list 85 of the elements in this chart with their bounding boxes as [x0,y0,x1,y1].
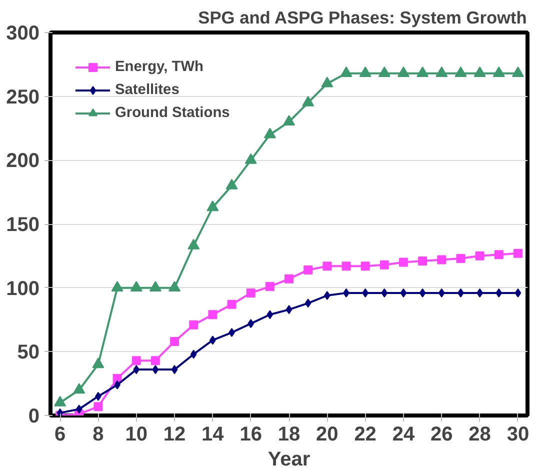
point [284,274,294,284]
point [246,288,256,298]
point [206,200,219,212]
x-tick-label: 12 [163,424,186,446]
point [438,288,445,298]
point [342,262,351,271]
point [380,260,389,270]
point [436,66,448,78]
point [512,66,524,78]
x-tick-label: 26 [430,424,453,446]
point [226,178,238,190]
y-tick-label: 150 [6,214,40,236]
x-axis-title: Year [268,448,310,470]
point [514,288,522,298]
point [496,288,502,298]
y-tick-label: 250 [6,86,40,108]
point [492,66,505,78]
point [302,96,314,106]
point [474,66,486,78]
x-tick-label: 30 [506,424,530,446]
point [360,262,370,271]
point [324,290,330,300]
x-tick-label: 22 [354,424,376,446]
point [340,66,352,78]
point [494,250,504,260]
point [397,66,410,78]
point [76,404,82,414]
point [170,336,180,346]
point [456,254,466,263]
point [286,305,292,314]
point [111,280,124,292]
x-tick-label: 28 [468,424,491,446]
x-tick-label: 6 [54,424,66,446]
x-tick-label: 24 [392,424,416,446]
point [171,365,178,374]
point [381,288,388,298]
point [265,282,274,292]
point [416,66,429,78]
point [304,298,312,308]
point [208,310,218,320]
y-tick-label: 100 [6,278,40,300]
point [513,248,522,258]
legend-label: Ground Stations [115,105,230,121]
point [248,319,254,328]
legend-label: Satellites [115,82,180,98]
legend-label: Energy, TWh [115,59,204,75]
point [283,115,295,126]
point [418,256,428,266]
point [400,288,407,298]
chart-title: SPG and ASPG Phases: System Growth [198,8,527,28]
x-tick-label: 16 [240,424,262,446]
point [150,356,160,366]
point [321,76,334,88]
point [132,356,141,366]
x-tick-label: 20 [316,424,338,446]
point [227,300,236,309]
point [133,365,140,374]
point [94,402,103,412]
point [419,288,426,298]
x-tick-label: 18 [278,424,300,446]
y-tick-label: 50 [17,342,40,364]
y-tick-label: 0 [28,406,40,428]
point [475,251,484,260]
y-tick-label: 300 [6,22,40,44]
point [130,280,142,292]
point [359,66,372,78]
point [149,280,162,292]
point [454,66,467,78]
point [168,280,181,292]
point [304,265,313,274]
point [244,153,257,164]
point [378,66,390,78]
point [188,238,200,250]
point [322,262,332,271]
x-tick-label: 10 [125,424,148,446]
point [437,255,446,264]
point [190,350,197,359]
point [264,128,276,138]
point [398,258,408,267]
point [189,320,198,330]
point [266,310,274,320]
y-tick-label: 200 [6,150,40,172]
x-tick-label: 8 [92,424,104,446]
x-tick-label: 14 [202,424,225,446]
point [152,365,159,374]
